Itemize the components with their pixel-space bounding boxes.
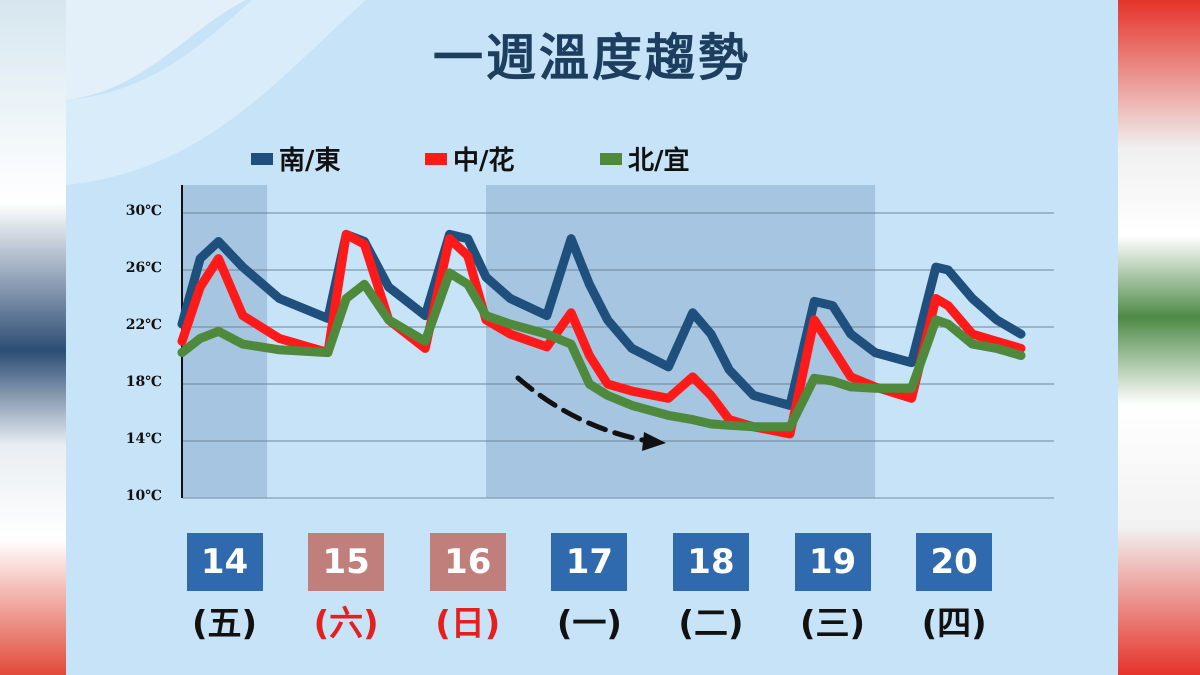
right-background-strip (1118, 0, 1200, 675)
legend-swatch-south-east (251, 152, 273, 165)
decorative-corner-wave-2 (66, 0, 366, 185)
legend-item-south-east: 南/東 (251, 140, 341, 177)
legend-item-central-hualien: 中/花 (425, 140, 515, 177)
day-date-box: 17 (551, 533, 628, 591)
y-tick-label: 14℃ (125, 431, 162, 447)
day-weekday-label: (三) (800, 604, 866, 644)
day-weekday-label: (日) (435, 604, 501, 644)
chart-legend: 南/東 中/花 北/宜 (66, 140, 1118, 180)
y-tick-label: 18℃ (125, 374, 162, 390)
chart-panel: 一週溫度趨勢 南/東 中/花 北/宜 10℃ 14℃ 18℃ 22℃ 26℃ 30℃ 14… (66, 0, 1118, 675)
legend-swatch-north-yilan (600, 152, 622, 165)
day-weekday-label: (四) (921, 604, 987, 644)
legend-label-central-hualien: 中/花 (453, 146, 515, 176)
y-tick-label: 26℃ (125, 260, 162, 276)
day-weekday-label: (二) (678, 604, 744, 644)
left-background-strip (0, 0, 66, 675)
legend-label-south-east: 南/東 (279, 146, 341, 176)
day-date-box: 16 (429, 533, 506, 591)
decorative-corner-wave (66, 0, 246, 100)
day-weekday-label: (一) (556, 604, 622, 644)
series-line-north-yilan (177, 268, 1026, 432)
legend-item-north-yilan: 北/宜 (600, 140, 690, 177)
day-date-box: 18 (672, 533, 749, 591)
y-tick-label: 10℃ (125, 488, 162, 504)
day-weekday-label: (六) (313, 604, 379, 644)
day-date-box: 15 (308, 533, 385, 591)
y-tick-label: 22℃ (125, 317, 162, 333)
day-date-box: 14 (186, 533, 263, 591)
y-tick-label: 30℃ (125, 203, 162, 219)
day-weekday-label: (五) (192, 604, 258, 644)
page-title: 一週溫度趨勢 (433, 29, 751, 87)
temperature-chart (66, 0, 1054, 499)
trend-arrow (515, 375, 666, 451)
day-date-box: 20 (916, 533, 993, 591)
legend-swatch-central-hualien (425, 152, 447, 165)
day-date-box: 19 (794, 533, 871, 591)
legend-label-north-yilan: 北/宜 (628, 146, 690, 176)
